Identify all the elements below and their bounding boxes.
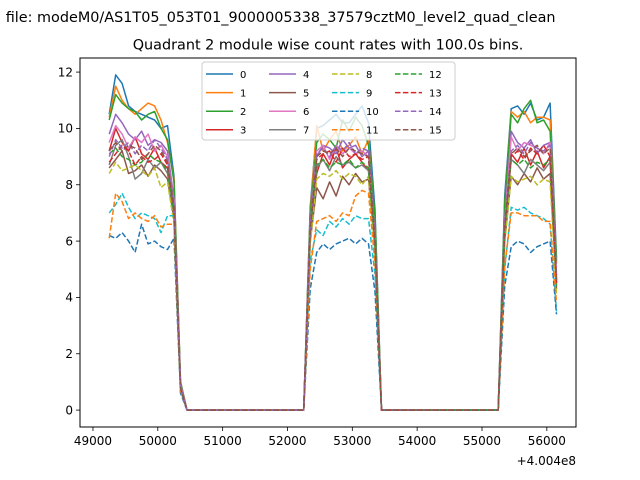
- y-axis: 0 2 4 6 8 10 12: [58, 65, 80, 417]
- x-axis: 49000 50000 51000 52000 53000 54000 55000 56000: [74, 427, 566, 448]
- plot-area: [79, 57, 577, 428]
- legend-label-0: 0: [240, 70, 246, 81]
- series-line-9: [108, 192, 558, 411]
- x-tick-label: 54000: [398, 434, 436, 448]
- legend-label-14: 14: [429, 107, 442, 118]
- legend-label-5: 5: [303, 88, 309, 99]
- y-tick-label: 10: [58, 122, 73, 136]
- y-tick-label: 2: [65, 347, 73, 361]
- x-tick-label: 50000: [139, 434, 177, 448]
- y-tick-label: 4: [65, 291, 73, 305]
- series-line-12: [108, 147, 558, 411]
- series-line-2: [108, 93, 558, 411]
- legend-label-7: 7: [303, 126, 309, 137]
- figure-suptitle: n file: modeM0/AS1T05_053T01_9000005338_…: [0, 10, 556, 26]
- axes-frame: [79, 57, 577, 428]
- legend-label-11: 11: [366, 126, 379, 137]
- x-tick-label: 52000: [268, 434, 306, 448]
- legend-label-12: 12: [429, 70, 442, 81]
- series-line-10: [108, 223, 558, 411]
- legend-label-4: 4: [303, 70, 309, 81]
- legend-box: [201, 61, 456, 141]
- legend-label-13: 13: [429, 88, 442, 99]
- series-line-6: [108, 124, 558, 411]
- series-line-8: [108, 161, 558, 411]
- y-tick-label: 8: [65, 178, 73, 192]
- y-tick-label: 12: [58, 65, 73, 79]
- legend-label-10: 10: [366, 107, 379, 118]
- x-tick-label: 53000: [333, 434, 371, 448]
- legend-label-1: 1: [240, 88, 246, 99]
- legend-label-3: 3: [240, 126, 246, 137]
- x-axis-offset-label: +4.004e8: [517, 454, 576, 468]
- y-tick-label: 0: [65, 403, 73, 417]
- series-line-11: [108, 189, 558, 411]
- x-tick-label: 55000: [463, 434, 501, 448]
- legend-label-9: 9: [366, 88, 372, 99]
- chart-title: Quadrant 2 module wise count rates with …: [133, 38, 524, 54]
- y-tick-label: 6: [65, 234, 73, 248]
- series-line-14: [108, 138, 558, 411]
- series-line-13: [108, 144, 558, 411]
- legend-label-15: 15: [429, 126, 442, 137]
- series-layer: [108, 74, 558, 411]
- legend-label-2: 2: [240, 107, 246, 118]
- x-tick-label: 51000: [204, 434, 242, 448]
- x-tick-label: 56000: [528, 434, 566, 448]
- legend-label-8: 8: [366, 70, 372, 81]
- series-line-15: [108, 141, 558, 411]
- x-tick-label: 49000: [74, 434, 112, 448]
- legend-label-6: 6: [303, 107, 309, 118]
